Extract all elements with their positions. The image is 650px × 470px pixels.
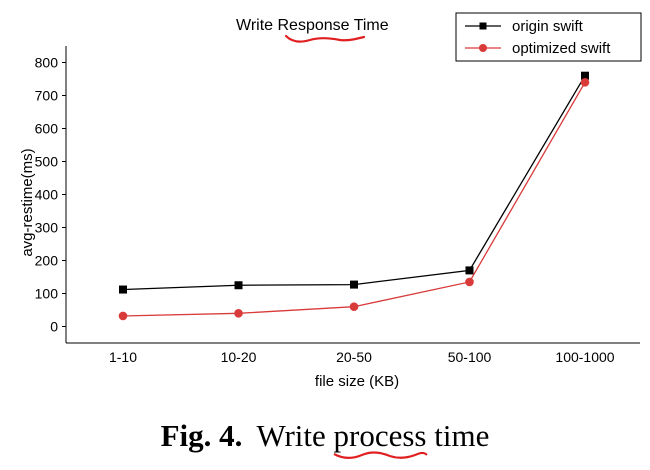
series-0 — [119, 71, 589, 294]
title-highlight-underline — [284, 34, 366, 43]
data-point — [350, 280, 358, 289]
y-tick-label: 500 — [35, 154, 59, 170]
data-point — [234, 309, 243, 318]
x-tick-label: 50-100 — [448, 349, 492, 365]
chart-title-part: Response — [277, 17, 349, 34]
data-point — [465, 266, 474, 275]
figure-label: Fig. 4. — [160, 418, 243, 453]
caption-highlight-underline — [333, 451, 428, 459]
y-tick-label: 700 — [35, 88, 59, 104]
series-1 — [118, 78, 590, 321]
legend: origin swift optimized swift — [455, 12, 642, 62]
caption-highlight-word: process — [333, 418, 428, 459]
legend-label: origin swift — [512, 18, 584, 35]
data-point — [465, 277, 474, 287]
y-tick-label: 100 — [35, 286, 59, 302]
chart-title-part: Write — [236, 17, 277, 34]
caption-text-after: time — [426, 418, 490, 453]
x-axis-ticks: 1-10 10-20 20-50 50-100 100-1000 — [109, 349, 615, 365]
x-tick-label: 20-50 — [336, 349, 372, 365]
y-tick-label: 0 — [50, 319, 58, 335]
caption-highlight-text: process — [333, 418, 427, 453]
legend-box — [455, 12, 642, 62]
caption-text-before: Write — [256, 418, 334, 453]
data-point — [118, 311, 128, 321]
legend-item: origin swift — [465, 18, 584, 35]
x-tick-label: 100-1000 — [555, 349, 614, 365]
y-tick-label: 800 — [35, 55, 59, 71]
legend-marker — [479, 22, 487, 30]
x-tick-label: 1-10 — [109, 349, 137, 365]
series-lines — [118, 71, 590, 321]
y-axis-label: avg-restime(ms) — [19, 148, 36, 256]
chart-title-part: Time — [350, 17, 389, 34]
legend-item: optimized swift — [465, 40, 611, 57]
y-tick-label: 400 — [35, 187, 59, 203]
data-point — [119, 285, 127, 294]
series-line — [122, 75, 586, 291]
data-point — [580, 78, 590, 87]
plot-axes — [65, 46, 640, 344]
y-axis-ticks: 0 100 200 300 400 500 600 700 800 — [35, 55, 66, 335]
data-point — [581, 71, 589, 80]
chart-title-text: Write Response Time — [236, 17, 389, 34]
figure-caption: Fig. 4. Write process time — [0, 418, 650, 459]
x-tick-label: 10-20 — [221, 349, 257, 365]
x-axis-label: file size (KB) — [315, 373, 399, 390]
y-tick-label: 200 — [35, 253, 59, 269]
legend-marker — [479, 44, 487, 52]
chart-title: Write Response Time — [236, 17, 389, 34]
data-point — [349, 302, 359, 312]
chart: Write Response Time 0 100 200 300 400 500 600 7… — [19, 12, 642, 390]
title-squiggle-path — [284, 34, 366, 43]
y-tick-label: 300 — [35, 220, 59, 236]
y-tick-label: 600 — [35, 121, 59, 137]
legend-label: optimized swift — [512, 40, 611, 57]
data-point — [234, 281, 243, 290]
